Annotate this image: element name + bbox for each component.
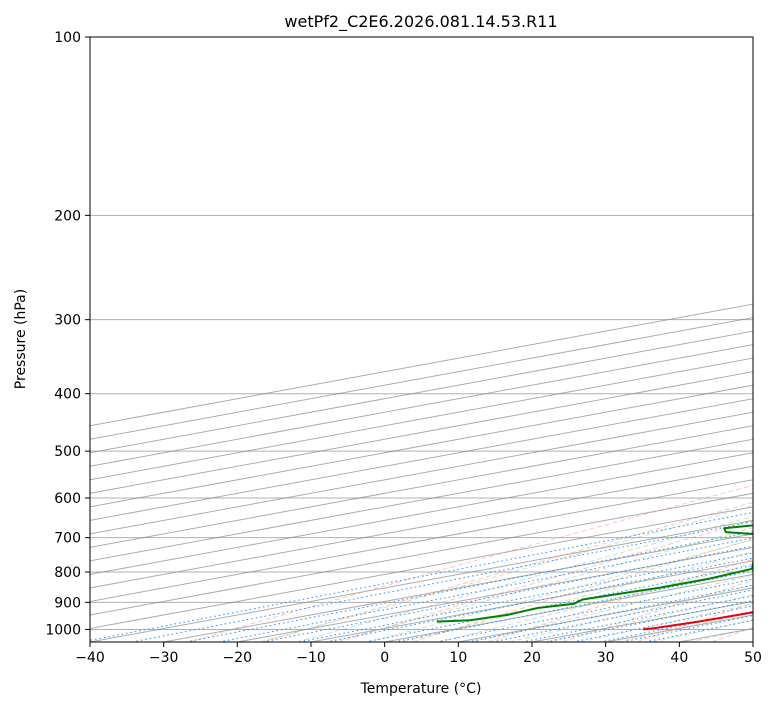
x-tick-label: 40 — [670, 650, 688, 666]
x-tick-label: −40 — [75, 650, 105, 666]
y-tick-label: 400 — [54, 387, 81, 403]
x-tick-label: −30 — [149, 650, 179, 666]
x-tick-label: 20 — [523, 650, 541, 666]
y-tick-label: 800 — [54, 565, 81, 581]
x-axis-label: Temperature (°C) — [360, 681, 482, 697]
x-tick-label: 50 — [744, 650, 762, 666]
x-tick-label: 30 — [597, 650, 615, 666]
y-axis-label: Pressure (hPa) — [13, 289, 29, 389]
y-tick-label: 900 — [54, 595, 81, 611]
y-tick-label: 600 — [54, 491, 81, 507]
x-tick-label: −10 — [296, 650, 326, 666]
x-tick-label: 10 — [449, 650, 467, 666]
y-tick-label: 700 — [54, 531, 81, 547]
y-tick-label: 300 — [54, 313, 81, 329]
x-tick-label: −20 — [223, 650, 253, 666]
x-tick-label: 0 — [380, 650, 389, 666]
y-tick-label: 500 — [54, 444, 81, 460]
chart-title: wetPf2_C2E6.2026.081.14.53.R11 — [284, 12, 557, 32]
y-tick-label: 100 — [54, 30, 81, 46]
y-tick-label: 1000 — [45, 622, 81, 638]
y-tick-label: 200 — [54, 208, 81, 224]
